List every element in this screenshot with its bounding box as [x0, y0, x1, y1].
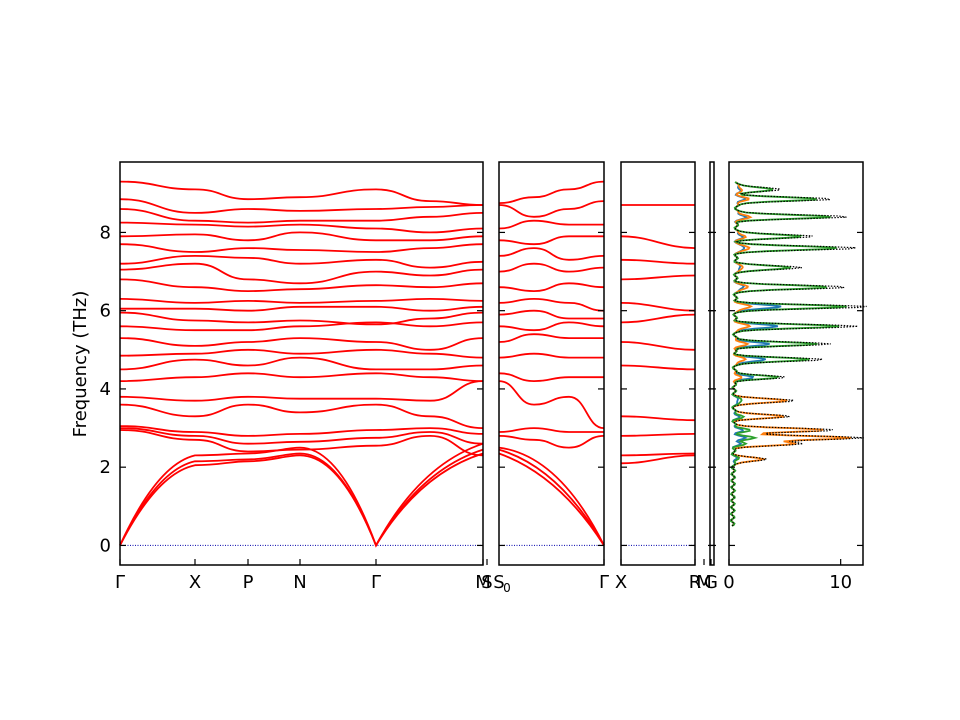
x-tick-label: P — [243, 572, 254, 593]
band-line-panel-1 — [119, 321, 484, 332]
band-line-panel-2 — [498, 262, 605, 273]
x-tick-label: G — [704, 572, 718, 593]
y-tick-label: 6 — [100, 301, 111, 322]
band-line-panel-2 — [498, 427, 604, 433]
band-line-panel-3 — [620, 258, 696, 265]
band-line-panel-3 — [620, 364, 696, 371]
band-line-panel-2 — [498, 372, 604, 383]
band-line-panel-2 — [498, 282, 605, 293]
band-line-panel-2 — [498, 219, 604, 230]
y-axis-label: Frequency (THz) — [70, 291, 91, 438]
band-line-panel-1 — [119, 231, 484, 242]
band-line-panel-1 — [119, 208, 484, 224]
band-line-panel-1 — [119, 243, 484, 253]
band-line-panel-3 — [620, 452, 696, 457]
band-line-panel-1 — [119, 442, 484, 548]
band-line-panel-3 — [620, 433, 696, 437]
band-line-panel-2 — [498, 180, 605, 204]
band-line-panel-1 — [119, 448, 484, 548]
panel-frame-5 — [728, 161, 864, 566]
x-tick-label: N — [293, 572, 306, 593]
y-tick-label: 4 — [100, 379, 111, 400]
x-tick-label: Γ — [115, 572, 125, 593]
panel-frame-4 — [709, 161, 715, 566]
band-line-panel-3 — [620, 454, 696, 465]
band-line-panel-1 — [119, 198, 484, 214]
band-line-panel-2 — [498, 435, 605, 449]
band-line-panel-1 — [119, 403, 484, 429]
band-line-panel-2 — [498, 309, 604, 320]
band-line-panel-1 — [119, 311, 484, 326]
x-tick-label: Γ — [599, 572, 609, 593]
band-line-panel-1 — [119, 348, 484, 359]
band-line-panel-1 — [119, 297, 484, 304]
band-line-panel-1 — [119, 372, 484, 382]
y-tick-label: 2 — [100, 457, 111, 478]
band-line-panel-2 — [498, 352, 604, 359]
x-tick-label: R — [689, 572, 702, 593]
band-line-panel-1 — [119, 425, 484, 437]
panel-frame-3 — [620, 161, 696, 566]
band-line-panel-2 — [498, 200, 605, 218]
band-line-panel-1 — [119, 380, 484, 402]
band-line-panel-2 — [498, 452, 605, 546]
band-line-panel-1 — [119, 429, 484, 457]
band-line-panel-2 — [498, 446, 605, 546]
band-line-panel-3 — [620, 415, 696, 422]
band-line-panel-1 — [120, 305, 484, 312]
x-tick-label: M — [696, 572, 712, 593]
band-line-panel-2 — [498, 448, 605, 546]
band-line-panel-1 — [119, 254, 484, 269]
band-line-panel-1 — [119, 262, 484, 285]
band-line-panel-2 — [498, 297, 605, 312]
x-tick-label: X — [189, 572, 201, 593]
x-tick-label-subscript: 0 — [503, 581, 511, 595]
band-line-panel-2 — [498, 380, 605, 429]
band-line-panel-1 — [119, 452, 484, 548]
band-line-panel-1 — [119, 278, 484, 293]
band-line-panel-3 — [620, 341, 696, 351]
dos-curve-4 — [731, 181, 867, 527]
y-tick-label: 8 — [100, 222, 111, 243]
band-line-panel-3 — [620, 235, 696, 249]
y-tick-label: 0 — [100, 535, 111, 556]
panel-frame-2 — [498, 161, 605, 566]
band-line-panel-1 — [119, 221, 484, 234]
band-line-panel-2 — [498, 321, 605, 332]
panel-frame-1 — [119, 161, 484, 566]
x-tick-label: Γ — [371, 572, 381, 593]
band-line-panel-1 — [119, 337, 484, 351]
band-line-panel-2 — [498, 247, 605, 261]
band-line-panel-3 — [620, 274, 696, 281]
band-line-panel-1 — [119, 180, 484, 206]
band-line-panel-3 — [620, 313, 696, 324]
x-tick-label: S — [493, 572, 504, 593]
band-line-panel-1 — [119, 356, 484, 371]
x-tick-label: X — [615, 572, 627, 593]
band-line-panel-2 — [498, 235, 604, 246]
dos-x-tick-label: 0 — [723, 572, 734, 593]
band-line-panel-2 — [498, 333, 604, 343]
band-line-panel-3 — [620, 302, 696, 312]
x-tick-label: M — [475, 572, 491, 593]
dos-x-tick-label: 10 — [829, 572, 852, 593]
x-tick-label: S — [481, 572, 492, 593]
band-line-panel-1 — [119, 427, 484, 445]
